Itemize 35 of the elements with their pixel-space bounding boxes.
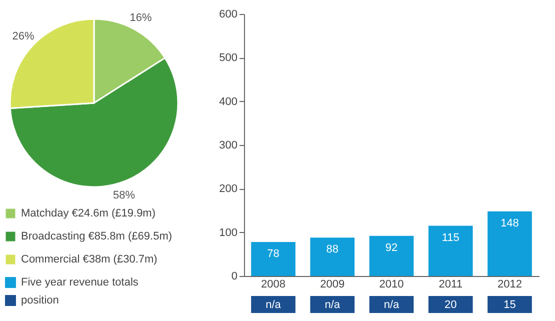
data-label: 78 <box>267 248 280 260</box>
legend-label: Matchday €24.6m (£19.9m) <box>21 208 156 220</box>
data-label: 88 <box>326 244 339 256</box>
data-label: 115 <box>442 232 460 244</box>
bar <box>369 236 414 276</box>
text: 20 <box>444 299 457 311</box>
y-tick-label: 200 <box>219 183 238 196</box>
x-tick-label: 2012 <box>497 278 522 290</box>
data-label: 26% <box>12 30 35 43</box>
y-tick-label: 600 <box>219 8 238 20</box>
y-tick-label: 0 <box>231 270 238 282</box>
y-tick-label: 500 <box>219 52 238 64</box>
text: n/a <box>266 299 281 311</box>
data-label: 58% <box>112 189 136 202</box>
legend-label: Five year revenue totals <box>21 276 139 288</box>
y-tick-label: 400 <box>219 96 238 108</box>
x-tick-label: 2010 <box>379 278 404 290</box>
legend-label: Broadcasting €85.8m (£69.5m) <box>21 230 172 242</box>
text: n/a <box>324 299 340 311</box>
y-tick-label: 300 <box>219 140 238 152</box>
bar <box>488 211 532 276</box>
text: n/a <box>384 299 400 311</box>
data-label: 148 <box>500 217 519 230</box>
text: 15 <box>504 299 516 311</box>
y-tick-label: 100 <box>219 226 238 239</box>
x-tick-label: 2011 <box>438 278 462 290</box>
data-label: 92 <box>385 242 398 254</box>
bar <box>251 242 296 276</box>
bar <box>428 226 473 276</box>
legend-label: Commercial €38m (£30.7m) <box>21 254 158 266</box>
legend-label: position <box>21 294 59 306</box>
x-tick-label: 2008 <box>261 278 286 290</box>
data-label: 16% <box>130 12 152 24</box>
x-tick-label: 2009 <box>320 278 345 290</box>
bar <box>310 238 355 276</box>
